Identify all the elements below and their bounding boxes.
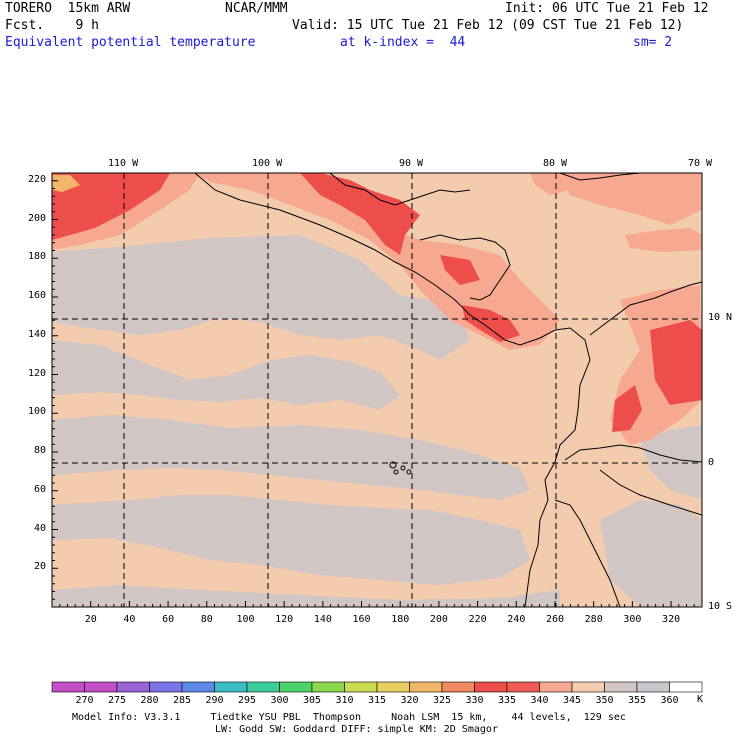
- colorbar-swatch: [116, 681, 150, 693]
- colorbar-swatch: [149, 681, 183, 693]
- x-axis-label: 240: [507, 614, 526, 625]
- grey-field-regions: [52, 235, 702, 607]
- colorbar-label: 340: [530, 695, 549, 706]
- y-axis-label: 100: [28, 406, 47, 418]
- colorbar-swatch: [214, 681, 248, 693]
- lat-label-10s: 10 S: [708, 601, 733, 612]
- lon-label-70w: 70 W: [688, 158, 713, 169]
- colorbar-swatch: [539, 681, 573, 693]
- y-axis-label: 220: [28, 173, 47, 185]
- colorbar-label: 350: [595, 695, 614, 706]
- colorbar-swatch: [51, 681, 85, 693]
- axis-ticks: [52, 172, 703, 607]
- y-axis-label: 40: [34, 522, 47, 534]
- x-axis-label: 80: [200, 614, 213, 625]
- colorbar-swatch: [409, 681, 443, 693]
- colorbar-swatch: [604, 681, 638, 693]
- colorbar-label: 270: [75, 695, 94, 706]
- model-info: Model Info: V3.3.1 Tiedtke YSU PBL Thomp…: [72, 712, 626, 723]
- x-axis-label: 40: [123, 614, 136, 625]
- colorbar-label: 330: [465, 695, 484, 706]
- x-axis-label: 160: [352, 614, 371, 625]
- colorbar-swatch: [181, 681, 215, 693]
- y-axis-label: 80: [34, 445, 47, 456]
- x-axis-label: 60: [162, 614, 175, 625]
- colorbar-swatch: [506, 681, 540, 693]
- x-axis-label: 100: [236, 614, 255, 625]
- colorbar-swatch: [344, 681, 378, 693]
- x-axis-label: 120: [275, 614, 294, 625]
- x-axis-label: 180: [391, 614, 410, 625]
- coastlines: [194, 173, 702, 607]
- colorbar-swatch: [474, 681, 508, 693]
- y-axis-label: 140: [28, 328, 47, 340]
- lat-label-0: 0: [708, 457, 715, 468]
- colorbar-label: 300: [270, 695, 289, 706]
- y-axis-label: 160: [28, 290, 47, 301]
- colorbar-label: 290: [205, 695, 224, 706]
- x-axis-label: 260: [545, 614, 565, 625]
- y-axis-label: 20: [34, 561, 47, 573]
- colorbar-swatch: [376, 681, 410, 693]
- colorbar-label: 280: [140, 695, 159, 706]
- x-axis-label: 200: [429, 614, 448, 625]
- colorbar-label: 310: [335, 695, 354, 706]
- organization: NCAR/MMM: [225, 1, 288, 16]
- colorbar-swatch: [669, 681, 703, 693]
- colorbar-swatch: [636, 681, 670, 693]
- colorbar-swatch: [441, 681, 475, 693]
- lon-label-110w: 110 W: [108, 158, 139, 169]
- colorbar-label: 295: [237, 695, 257, 706]
- colorbar-label: 285: [172, 695, 192, 706]
- colorbar-label: 275: [107, 695, 127, 706]
- valid-time: Valid: 15 UTC Tue 21 Feb 12 (09 CST Tue …: [292, 18, 684, 33]
- x-axis-label: 300: [623, 614, 642, 625]
- x-axis-label: 220: [468, 614, 487, 625]
- colorbar-label: 305: [302, 695, 322, 706]
- y-axis-label: 180: [28, 251, 47, 263]
- x-axis-label: 280: [584, 614, 603, 625]
- colorbar-label: 360: [660, 695, 679, 706]
- level-label: at k-index = 44: [340, 35, 466, 50]
- colorbar-label: 355: [627, 695, 647, 706]
- colorbar-swatch: [84, 681, 118, 693]
- colorbar-unit: K: [697, 694, 704, 705]
- x-axis-label: 320: [662, 614, 681, 625]
- lon-label-100w: 100 W: [252, 158, 283, 169]
- y-axis-label: 60: [34, 483, 47, 495]
- lon-label-90w: 90 W: [399, 158, 424, 169]
- forecast-hour: Fcst. 9 h: [5, 18, 99, 33]
- colorbar-label: 345: [562, 695, 582, 706]
- init-time: Init: 06 UTC Tue 21 Feb 12: [505, 1, 709, 16]
- colorbar: [51, 681, 703, 693]
- colorbar-swatch: [571, 681, 605, 693]
- lon-label-80w: 80 W: [543, 158, 568, 169]
- physics-info: LW: Godd SW: Goddard DIFF: simple KM: 2D…: [215, 724, 498, 735]
- colorbar-swatch: [279, 681, 313, 693]
- colorbar-label: 315: [367, 695, 387, 706]
- colorbar-label: 320: [400, 695, 419, 706]
- colorbar-swatch: [246, 681, 280, 693]
- smoothing-label: sm= 2: [633, 35, 673, 50]
- y-axis-label: 120: [28, 367, 47, 379]
- colorbar-swatch: [311, 681, 345, 693]
- model-name: TORERO 15km ARW: [5, 1, 131, 16]
- x-axis-label: 20: [84, 614, 97, 625]
- x-axis-label: 140: [313, 614, 332, 625]
- colorbar-label: 335: [497, 695, 517, 706]
- warm-field-regions: [52, 173, 702, 445]
- y-axis-label: 200: [28, 212, 47, 224]
- lat-label-10n: 10 N: [708, 312, 733, 323]
- graticule: [52, 173, 702, 607]
- field-name: Equivalent potential temperature: [5, 35, 256, 50]
- colorbar-label: 325: [432, 695, 452, 706]
